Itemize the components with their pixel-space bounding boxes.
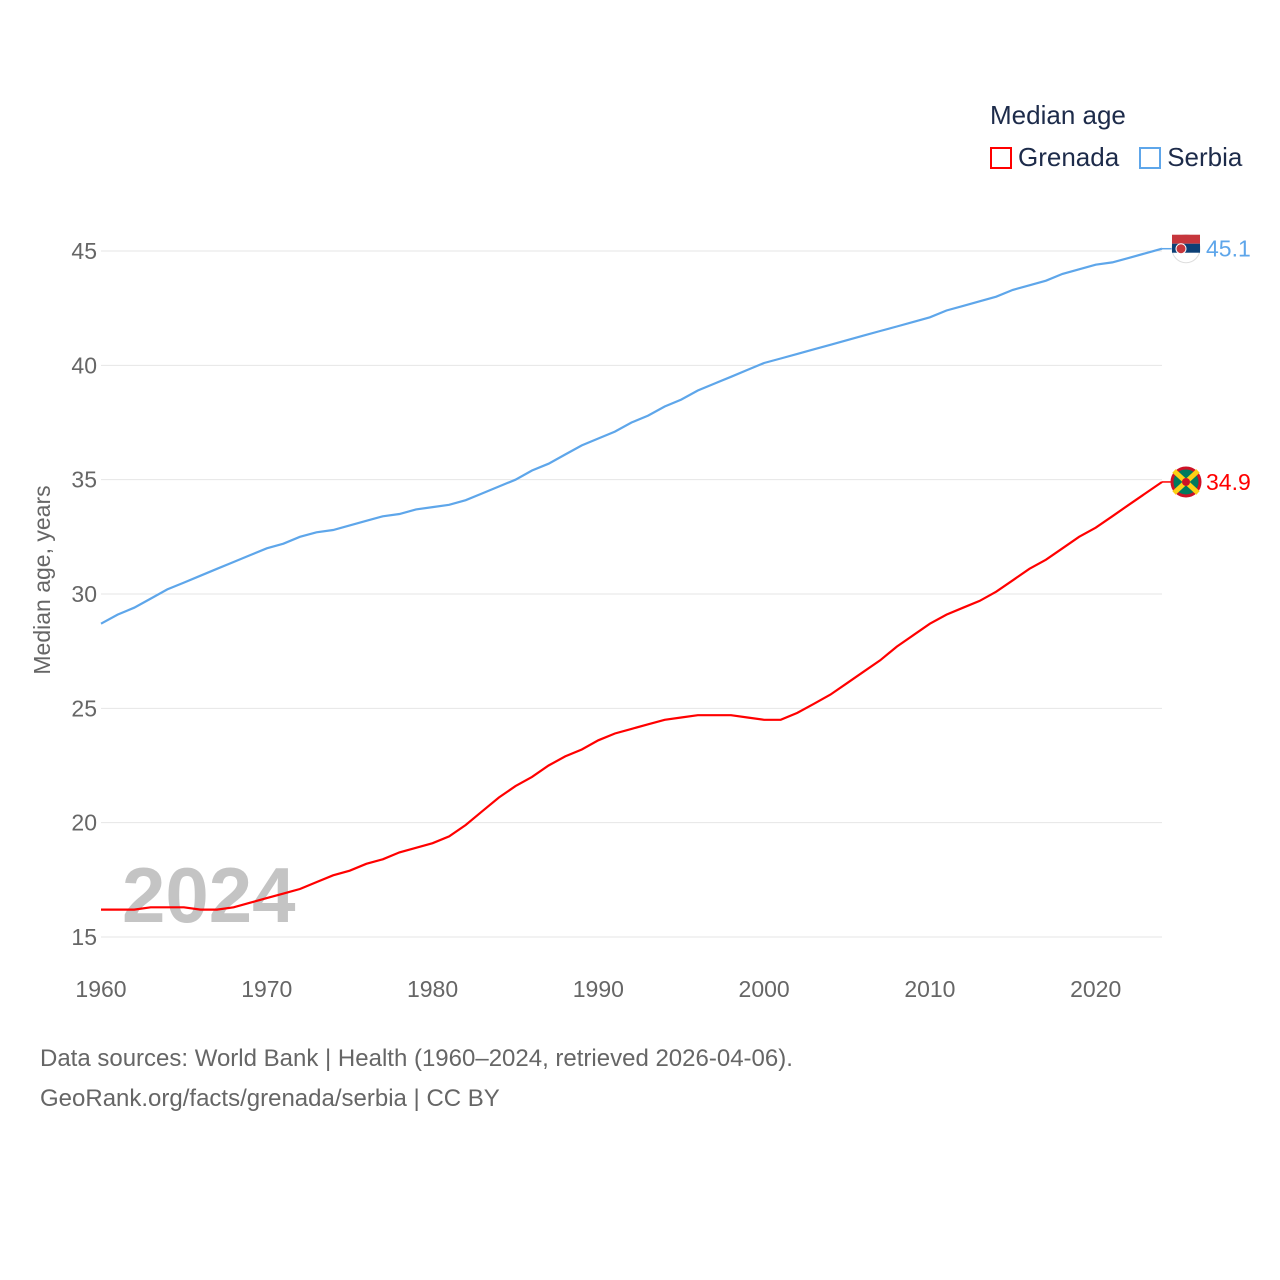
x-tick-label: 1970: [241, 976, 292, 1002]
x-tick-label: 2020: [1070, 976, 1121, 1002]
flag-center: [1182, 477, 1190, 486]
series-line-serbia: [100, 247, 1163, 625]
legend-title: Median age: [990, 100, 1126, 130]
x-tick-label: 1980: [407, 976, 458, 1002]
y-tick-label: 40: [71, 352, 97, 378]
y-tick-label: 35: [71, 467, 97, 493]
y-tick-label: 15: [71, 924, 97, 950]
source-link[interactable]: GeoRank.org/facts/grenada/serbia | CC BY: [40, 1085, 500, 1112]
flag-stripe: [1172, 234, 1200, 244]
legend-label: Grenada: [1018, 142, 1120, 172]
y-axis-label: Median age, years: [29, 485, 55, 674]
legend-item-serbia[interactable]: Serbia: [1139, 142, 1242, 173]
legend: Grenada Serbia: [990, 142, 1242, 173]
end-value-label: 45.1: [1206, 236, 1251, 262]
x-tick-label: 2010: [904, 976, 955, 1002]
y-tick-label: 30: [71, 581, 97, 607]
y-tick-label: 25: [71, 695, 97, 721]
legend-label: Serbia: [1167, 142, 1243, 172]
source-line: Data sources: World Bank | Health (1960–…: [40, 1045, 793, 1072]
legend-swatch: [1139, 146, 1162, 169]
x-tick-label: 1960: [75, 976, 126, 1002]
year-overlay: 2024: [122, 851, 296, 939]
x-tick-label: 2000: [739, 976, 790, 1002]
series-line-grenada: [101, 481, 1163, 911]
x-tick-label: 1990: [573, 976, 624, 1002]
end-value-label: 34.9: [1206, 469, 1251, 495]
legend-item-grenada[interactable]: Grenada: [990, 142, 1119, 173]
flag-emblem: [1175, 243, 1187, 255]
y-tick-label: 20: [71, 810, 97, 836]
y-tick-label: 45: [71, 238, 97, 264]
legend-swatch: [990, 146, 1012, 169]
